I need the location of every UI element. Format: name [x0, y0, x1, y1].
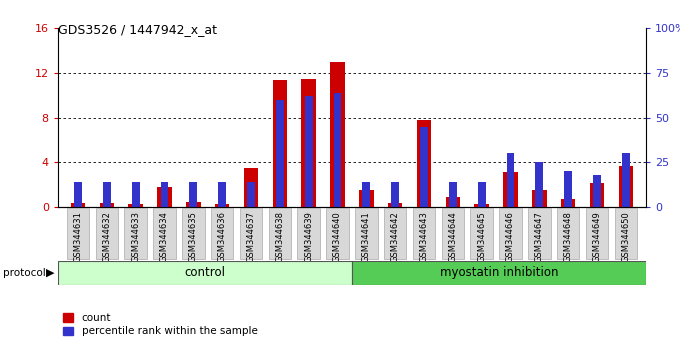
- FancyBboxPatch shape: [182, 208, 205, 259]
- Bar: [475, 204, 489, 207]
- Bar: [305, 96, 313, 207]
- Bar: [449, 182, 457, 207]
- Bar: [503, 172, 517, 207]
- Text: GSM344632: GSM344632: [102, 211, 112, 262]
- Bar: [391, 182, 399, 207]
- FancyBboxPatch shape: [355, 208, 377, 259]
- FancyBboxPatch shape: [441, 208, 464, 259]
- Legend: count, percentile rank within the sample: count, percentile rank within the sample: [63, 313, 258, 336]
- Text: myostatin inhibition: myostatin inhibition: [440, 267, 558, 279]
- FancyBboxPatch shape: [585, 208, 608, 259]
- Text: GSM344640: GSM344640: [333, 211, 342, 262]
- Bar: [99, 202, 114, 207]
- Text: control: control: [184, 267, 225, 279]
- FancyBboxPatch shape: [67, 208, 89, 259]
- Bar: [362, 182, 371, 207]
- Bar: [218, 182, 226, 207]
- Text: GSM344634: GSM344634: [160, 211, 169, 262]
- Bar: [160, 182, 169, 207]
- Text: GSM344642: GSM344642: [390, 211, 400, 262]
- Bar: [243, 168, 258, 207]
- Bar: [157, 187, 171, 207]
- Bar: [359, 190, 373, 207]
- Text: GSM344646: GSM344646: [506, 211, 515, 262]
- FancyBboxPatch shape: [352, 261, 646, 285]
- Bar: [561, 199, 575, 207]
- FancyBboxPatch shape: [240, 208, 262, 259]
- Bar: [593, 175, 601, 207]
- Text: protocol: protocol: [3, 268, 46, 278]
- Bar: [132, 182, 139, 207]
- Bar: [276, 100, 284, 207]
- Bar: [186, 201, 201, 207]
- Bar: [590, 183, 605, 207]
- FancyBboxPatch shape: [384, 208, 407, 259]
- Bar: [477, 182, 486, 207]
- Text: GSM344633: GSM344633: [131, 211, 140, 262]
- FancyBboxPatch shape: [96, 208, 118, 259]
- Bar: [103, 182, 111, 207]
- FancyBboxPatch shape: [326, 208, 349, 259]
- Text: GSM344641: GSM344641: [362, 211, 371, 262]
- FancyBboxPatch shape: [297, 208, 320, 259]
- Bar: [301, 79, 316, 207]
- Bar: [247, 182, 255, 207]
- Text: GSM344647: GSM344647: [534, 211, 544, 262]
- FancyBboxPatch shape: [471, 208, 493, 259]
- Bar: [330, 62, 345, 207]
- Text: GSM344635: GSM344635: [189, 211, 198, 262]
- Text: GSM344636: GSM344636: [218, 211, 226, 262]
- FancyBboxPatch shape: [499, 208, 522, 259]
- Bar: [273, 80, 287, 207]
- Text: GSM344631: GSM344631: [73, 211, 82, 262]
- Bar: [333, 93, 341, 207]
- FancyBboxPatch shape: [413, 208, 435, 259]
- Bar: [417, 120, 431, 207]
- FancyBboxPatch shape: [211, 208, 233, 259]
- Text: GSM344645: GSM344645: [477, 211, 486, 262]
- FancyBboxPatch shape: [269, 208, 291, 259]
- Text: GSM344643: GSM344643: [420, 211, 428, 262]
- FancyBboxPatch shape: [124, 208, 147, 259]
- FancyBboxPatch shape: [615, 208, 637, 259]
- Bar: [215, 204, 229, 207]
- Bar: [129, 204, 143, 207]
- Text: GDS3526 / 1447942_x_at: GDS3526 / 1447942_x_at: [58, 23, 217, 36]
- Text: GSM344644: GSM344644: [448, 211, 458, 262]
- Bar: [74, 182, 82, 207]
- Bar: [445, 197, 460, 207]
- Bar: [535, 162, 543, 207]
- Bar: [507, 154, 515, 207]
- Text: GSM344639: GSM344639: [304, 211, 313, 262]
- Bar: [564, 171, 572, 207]
- Text: GSM344648: GSM344648: [564, 211, 573, 262]
- FancyBboxPatch shape: [528, 208, 551, 259]
- Text: GSM344638: GSM344638: [275, 211, 284, 262]
- Text: GSM344637: GSM344637: [246, 211, 256, 262]
- FancyBboxPatch shape: [557, 208, 579, 259]
- Bar: [71, 202, 85, 207]
- Bar: [420, 127, 428, 207]
- FancyBboxPatch shape: [58, 261, 352, 285]
- Bar: [532, 190, 547, 207]
- Text: GSM344650: GSM344650: [622, 211, 630, 262]
- Text: ▶: ▶: [46, 268, 54, 278]
- Text: GSM344649: GSM344649: [592, 211, 602, 262]
- Bar: [189, 182, 197, 207]
- Bar: [388, 202, 403, 207]
- Bar: [622, 154, 630, 207]
- Bar: [619, 166, 633, 207]
- FancyBboxPatch shape: [153, 208, 175, 259]
